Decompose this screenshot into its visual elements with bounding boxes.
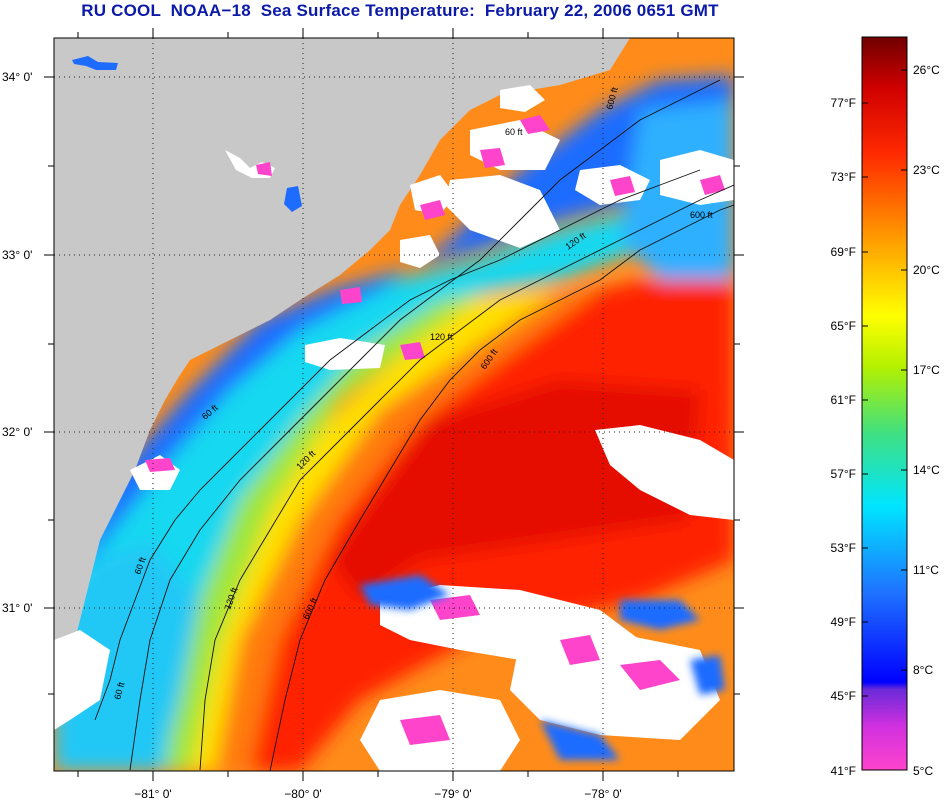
longitude-labels: −81° 0' −80° 0' −79° 0' −78° 0' (134, 787, 621, 801)
svg-text:60 ft: 60 ft (112, 681, 126, 701)
f-label: 49°F (831, 615, 856, 629)
f-label: 77°F (831, 96, 856, 110)
f-label: 73°F (831, 170, 856, 184)
lat-label: 31° 0' (2, 601, 32, 615)
celsius-labels: 26°C 23°C 20°C 17°C 14°C 11°C 8°C 5°C (913, 63, 940, 778)
colorbar: 77°F 73°F 69°F 65°F 61°F 57°F 53°F 49°F … (831, 36, 940, 778)
f-label: 53°F (831, 541, 856, 555)
c-label: 20°C (913, 263, 940, 277)
svg-text:60 ft: 60 ft (505, 127, 523, 137)
latitude-labels: 34° 0' 33° 0' 32° 0' 31° 0' (2, 70, 32, 615)
lon-label: −81° 0' (134, 787, 171, 801)
fahrenheit-labels: 77°F 73°F 69°F 65°F 61°F 57°F 53°F 49°F … (831, 96, 856, 778)
c-label: 17°C (913, 363, 940, 377)
axis-ticks (44, 28, 744, 781)
lat-label: 32° 0' (2, 425, 32, 439)
map-title: RU COOL NOAA−18 Sea Surface Temperature:… (81, 1, 719, 20)
sst-image: 60 ft 120 ft 600 ft 60 ft 120 ft 600 ft … (54, 38, 734, 771)
c-label: 8°C (913, 663, 933, 677)
f-label: 41°F (831, 764, 856, 778)
f-label: 57°F (831, 467, 856, 481)
land-mass (54, 38, 630, 720)
lon-label: −79° 0' (434, 787, 471, 801)
svg-text:120 ft: 120 ft (430, 332, 453, 342)
c-label: 5°C (913, 764, 933, 778)
f-label: 45°F (831, 689, 856, 703)
lat-label: 34° 0' (2, 70, 32, 84)
c-label: 26°C (913, 63, 940, 77)
c-label: 23°C (913, 163, 940, 177)
c-label: 14°C (913, 463, 940, 477)
svg-text:600 ft: 600 ft (690, 210, 713, 220)
lat-label: 33° 0' (2, 248, 32, 262)
f-label: 61°F (831, 393, 856, 407)
colorbar-gradient (861, 36, 908, 771)
c-label: 11°C (913, 563, 939, 577)
f-label: 69°F (831, 245, 856, 259)
lon-label: −78° 0' (584, 787, 621, 801)
lon-label: −80° 0' (284, 787, 321, 801)
map-frame (53, 37, 735, 772)
colorbar-ticks (862, 69, 907, 697)
f-label: 65°F (831, 319, 856, 333)
